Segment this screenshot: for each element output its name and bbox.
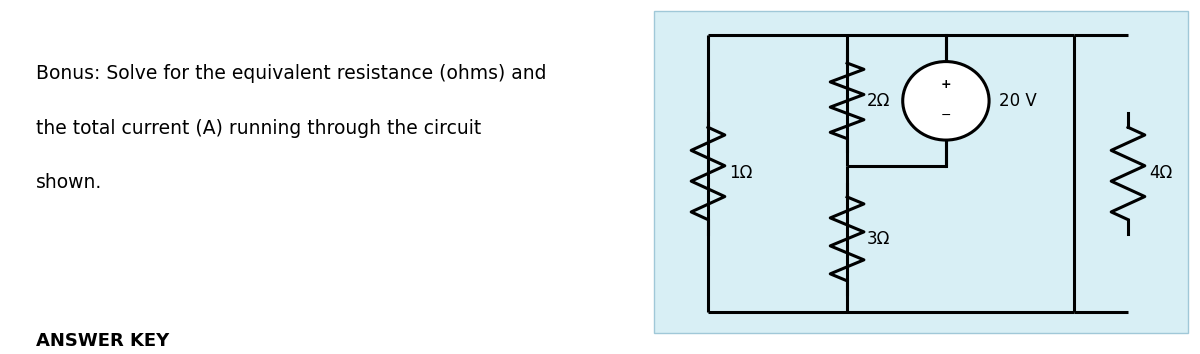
Text: 1Ω: 1Ω: [730, 165, 752, 182]
Bar: [654, 11, 1188, 333]
Text: 3Ω: 3Ω: [866, 230, 889, 248]
Text: shown.: shown.: [36, 173, 102, 193]
Ellipse shape: [902, 62, 989, 140]
Text: 2Ω: 2Ω: [866, 92, 889, 110]
Text: ANSWER KEY: ANSWER KEY: [36, 332, 169, 350]
Text: 20 V: 20 V: [1000, 92, 1037, 110]
Text: +: +: [941, 78, 952, 91]
Text: Bonus: Solve for the equivalent resistance (ohms) and: Bonus: Solve for the equivalent resistan…: [36, 64, 546, 83]
Text: 4Ω: 4Ω: [1150, 165, 1172, 182]
Text: the total current (A) running through the circuit: the total current (A) running through th…: [36, 119, 481, 138]
Text: −: −: [941, 109, 952, 122]
